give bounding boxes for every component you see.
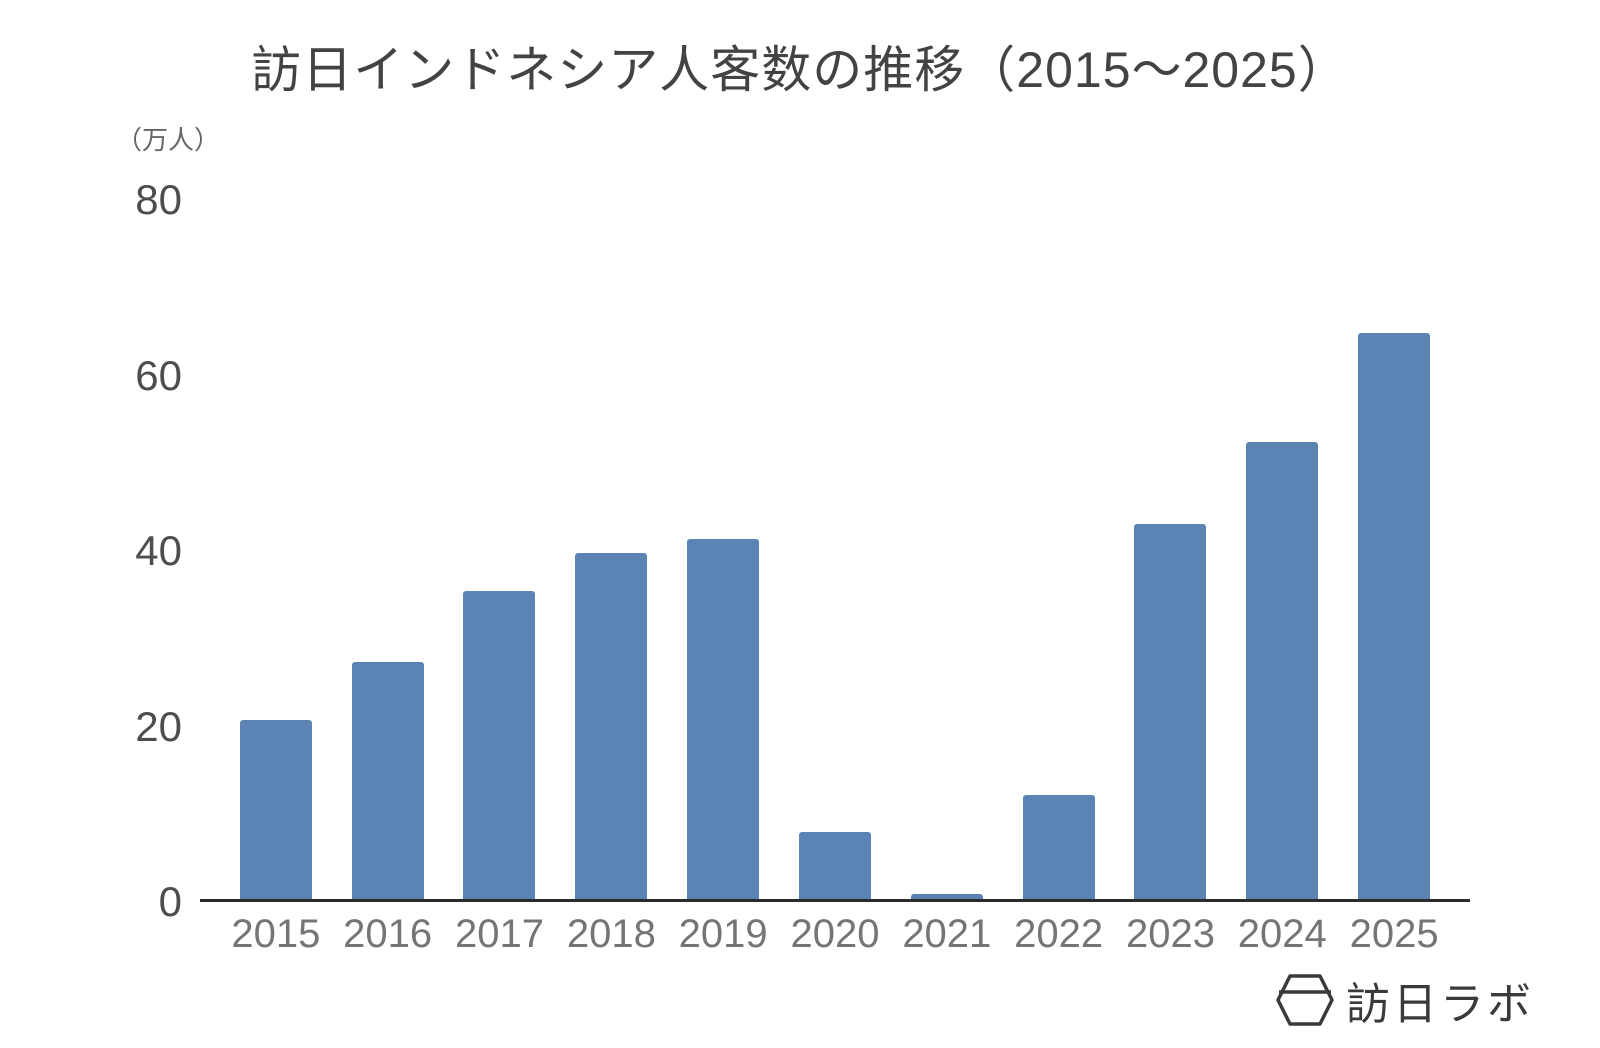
x-tick-2021: 2021 [902, 912, 991, 957]
chart-title: 訪日インドネシア人客数の推移（2015～2025） [251, 42, 1349, 98]
brand-logo-text: 訪日ラボ [1346, 980, 1534, 1029]
x-tick-2022: 2022 [1014, 912, 1103, 957]
x-tick-2024: 2024 [1238, 912, 1327, 957]
x-tick-label: 2016 [343, 912, 433, 956]
bar-2016 [351, 662, 424, 899]
y-tick-0: 0 [158, 878, 182, 925]
hexagon-lantern-icon [1276, 972, 1334, 1028]
bar-2024 [1246, 442, 1319, 899]
x-tick-label: 2024 [1237, 912, 1327, 956]
x-tick-label: 2020 [790, 912, 880, 956]
x-tick-label: 2015 [231, 912, 321, 956]
bar-2022 [1022, 795, 1095, 899]
x-tick-2016: 2016 [343, 912, 432, 957]
bar-2023 [1134, 524, 1207, 899]
x-tick-label: 2025 [1349, 912, 1439, 956]
bar-2019 [687, 539, 760, 899]
y-axis-unit-label: （万人） [116, 125, 221, 155]
x-tick-label: 2023 [1125, 912, 1215, 956]
x-tick-label: 2017 [455, 912, 544, 956]
y-tick-80: 80 [135, 176, 182, 223]
y-tick-20: 20 [135, 702, 182, 750]
bar-2015 [239, 719, 312, 899]
bar-2020 [798, 831, 871, 899]
bar-2018 [575, 553, 648, 899]
x-tick-2017: 2017 [455, 912, 544, 957]
bar-2017 [463, 591, 536, 899]
y-axis-tick-labels: 0 20 40 60 80 [0, 176, 182, 925]
x-tick-label: 2021 [902, 912, 992, 956]
x-axis-tick-labels: 2015 2016 2017 2018 2019 2020 2021 2022 2023 2024… [200, 912, 1470, 957]
y-tick-40: 40 [135, 527, 182, 574]
x-tick-2020: 2020 [790, 912, 879, 957]
bar-series [200, 200, 1470, 899]
bar-2025 [1358, 332, 1431, 899]
brand-logo: 訪日ラボ [1276, 968, 1534, 1032]
x-tick-2025: 2025 [1350, 912, 1439, 957]
x-tick-2015: 2015 [231, 912, 320, 957]
x-tick-2023: 2023 [1126, 912, 1215, 957]
plot-area [200, 200, 1470, 902]
x-tick-label: 2018 [566, 912, 656, 956]
bar-2021 [910, 893, 983, 899]
x-tick-2018: 2018 [567, 912, 656, 957]
x-tick-2019: 2019 [679, 912, 768, 957]
x-tick-label: 2022 [1014, 912, 1104, 956]
x-tick-label: 2019 [678, 912, 768, 956]
y-tick-60: 60 [135, 351, 182, 399]
